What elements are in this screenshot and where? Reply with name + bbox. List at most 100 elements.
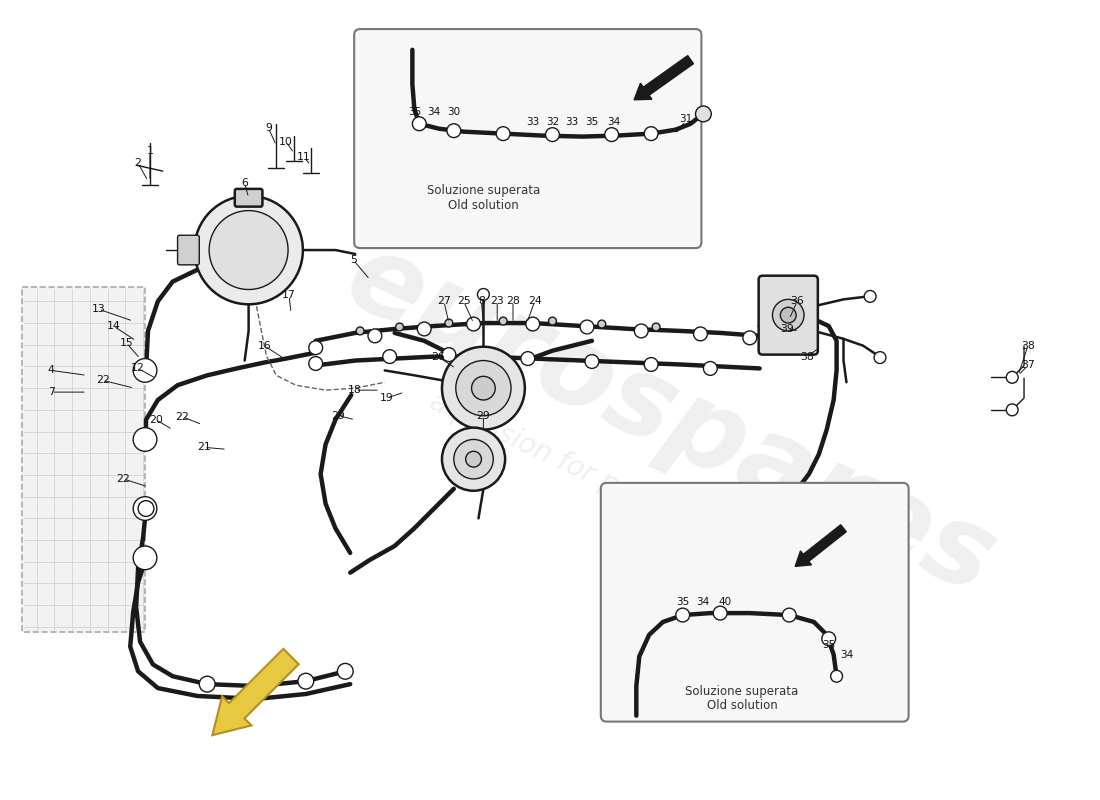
FancyBboxPatch shape bbox=[759, 276, 817, 354]
Circle shape bbox=[412, 117, 426, 130]
Text: 1: 1 bbox=[146, 146, 153, 156]
Text: 11: 11 bbox=[297, 152, 310, 162]
Text: 38: 38 bbox=[1021, 341, 1035, 350]
Circle shape bbox=[455, 361, 512, 416]
Text: 30: 30 bbox=[448, 107, 461, 117]
Text: 20: 20 bbox=[148, 414, 163, 425]
Text: 29: 29 bbox=[331, 410, 345, 421]
Text: 16: 16 bbox=[257, 341, 272, 350]
Circle shape bbox=[526, 317, 540, 331]
Circle shape bbox=[454, 439, 493, 479]
Circle shape bbox=[444, 319, 453, 327]
Circle shape bbox=[830, 670, 843, 682]
Circle shape bbox=[368, 329, 382, 342]
Text: 34: 34 bbox=[839, 650, 854, 659]
Circle shape bbox=[396, 323, 404, 331]
Circle shape bbox=[442, 346, 525, 430]
Circle shape bbox=[549, 317, 557, 325]
Text: Old solution: Old solution bbox=[448, 199, 519, 212]
Circle shape bbox=[442, 428, 505, 490]
Text: 4: 4 bbox=[48, 366, 55, 375]
Text: 12: 12 bbox=[131, 363, 145, 374]
Circle shape bbox=[309, 341, 322, 354]
Text: 9: 9 bbox=[265, 122, 272, 133]
Text: 34: 34 bbox=[428, 107, 441, 117]
Circle shape bbox=[465, 451, 482, 467]
FancyBboxPatch shape bbox=[234, 189, 263, 206]
Text: 5: 5 bbox=[350, 255, 356, 265]
Circle shape bbox=[447, 124, 461, 138]
Circle shape bbox=[338, 663, 353, 679]
Text: eurospares: eurospares bbox=[330, 222, 1012, 617]
Text: 29: 29 bbox=[476, 410, 491, 421]
Text: 27: 27 bbox=[437, 296, 451, 306]
Circle shape bbox=[1006, 404, 1019, 416]
Circle shape bbox=[772, 299, 804, 331]
Text: 26: 26 bbox=[431, 351, 444, 362]
Circle shape bbox=[133, 546, 157, 570]
Text: 36: 36 bbox=[790, 296, 804, 306]
Circle shape bbox=[195, 196, 302, 304]
Circle shape bbox=[298, 674, 314, 689]
Circle shape bbox=[546, 128, 560, 142]
Text: 38: 38 bbox=[800, 351, 814, 362]
Circle shape bbox=[645, 358, 658, 371]
Text: 19: 19 bbox=[379, 393, 394, 403]
Text: 24: 24 bbox=[528, 296, 541, 306]
Circle shape bbox=[383, 350, 397, 363]
Text: Soluzione superata: Soluzione superata bbox=[685, 685, 799, 698]
Circle shape bbox=[139, 501, 154, 517]
Text: 33: 33 bbox=[565, 117, 579, 126]
Text: a passion for parts since 1985: a passion for parts since 1985 bbox=[426, 387, 817, 590]
Circle shape bbox=[742, 331, 757, 345]
Text: 22: 22 bbox=[176, 412, 189, 422]
Circle shape bbox=[133, 358, 157, 382]
Text: 15: 15 bbox=[120, 338, 133, 348]
Circle shape bbox=[874, 352, 886, 363]
Circle shape bbox=[693, 327, 707, 341]
Text: 40: 40 bbox=[718, 598, 732, 607]
Text: 35: 35 bbox=[676, 598, 690, 607]
Text: 39: 39 bbox=[780, 324, 794, 334]
Circle shape bbox=[780, 307, 796, 323]
Text: 35: 35 bbox=[822, 640, 835, 650]
Text: 31: 31 bbox=[679, 114, 692, 124]
Text: 35: 35 bbox=[408, 107, 421, 117]
Circle shape bbox=[199, 676, 216, 692]
Text: 25: 25 bbox=[456, 296, 471, 306]
Circle shape bbox=[466, 317, 481, 331]
Circle shape bbox=[442, 348, 455, 362]
FancyArrow shape bbox=[795, 525, 846, 566]
FancyBboxPatch shape bbox=[177, 235, 199, 265]
Circle shape bbox=[865, 290, 876, 302]
Text: 22: 22 bbox=[117, 474, 130, 484]
Text: 23: 23 bbox=[491, 296, 504, 306]
Circle shape bbox=[713, 606, 727, 620]
Text: Soluzione superata: Soluzione superata bbox=[427, 184, 540, 198]
Text: 33: 33 bbox=[526, 117, 539, 126]
Text: 21: 21 bbox=[197, 442, 211, 452]
Circle shape bbox=[209, 210, 288, 290]
Text: Old solution: Old solution bbox=[706, 699, 778, 712]
Circle shape bbox=[309, 357, 322, 370]
Text: 8: 8 bbox=[478, 296, 485, 306]
FancyArrow shape bbox=[634, 56, 693, 100]
Circle shape bbox=[695, 106, 712, 122]
Circle shape bbox=[652, 323, 660, 331]
Circle shape bbox=[472, 376, 495, 400]
Circle shape bbox=[585, 354, 598, 369]
Circle shape bbox=[356, 327, 364, 335]
Circle shape bbox=[580, 320, 594, 334]
Circle shape bbox=[645, 126, 658, 141]
Circle shape bbox=[499, 317, 507, 325]
Circle shape bbox=[782, 608, 796, 622]
Circle shape bbox=[605, 128, 618, 142]
Text: 35: 35 bbox=[585, 117, 598, 126]
Circle shape bbox=[133, 428, 157, 451]
FancyBboxPatch shape bbox=[354, 29, 702, 248]
Circle shape bbox=[597, 320, 606, 328]
Text: 10: 10 bbox=[279, 137, 293, 146]
Text: 14: 14 bbox=[107, 321, 120, 331]
Text: 18: 18 bbox=[349, 385, 362, 395]
Text: 2: 2 bbox=[134, 158, 142, 168]
